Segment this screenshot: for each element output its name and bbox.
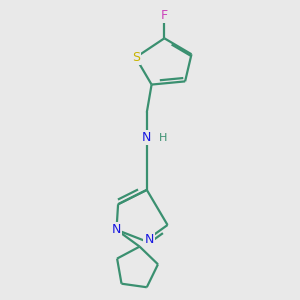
Text: N: N bbox=[144, 233, 154, 246]
Text: F: F bbox=[161, 10, 168, 22]
Text: N: N bbox=[112, 223, 121, 236]
Text: H: H bbox=[159, 133, 168, 143]
Text: N: N bbox=[142, 131, 152, 144]
Text: S: S bbox=[132, 51, 140, 64]
